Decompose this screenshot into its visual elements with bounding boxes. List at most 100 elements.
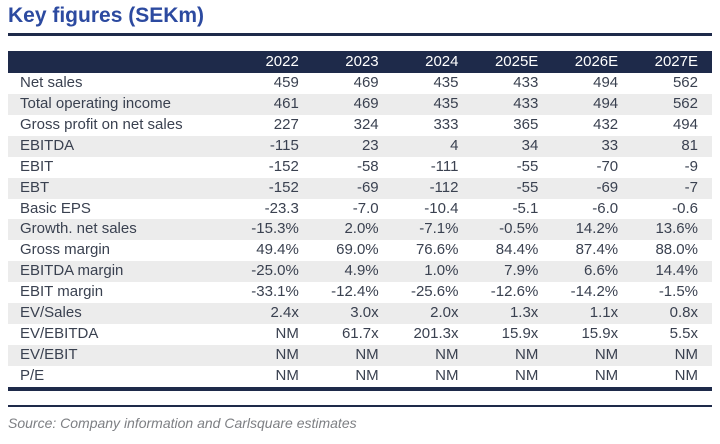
cell-value: 1.0% bbox=[424, 262, 459, 280]
cell-value: 61.7x bbox=[341, 325, 379, 343]
row-label: Gross margin bbox=[20, 241, 111, 259]
table-row: Net sales 459 469 435 433 494 562 bbox=[8, 73, 712, 94]
cell-value: 15.9x bbox=[581, 325, 619, 343]
cell-value: -115 bbox=[269, 136, 299, 154]
cell-value: NM bbox=[355, 345, 379, 363]
cell-value: 7.9% bbox=[504, 262, 539, 280]
cell-value: -15.3% bbox=[251, 220, 299, 238]
cell-value: 435 bbox=[433, 74, 459, 92]
table-row: Gross margin 49.4% 69.0% 76.6% 84.4% 87.4% 88.… bbox=[8, 240, 712, 261]
column-header-2027e: 2027E bbox=[632, 51, 712, 74]
cell-value: 33 bbox=[601, 136, 619, 154]
cell-value: 324 bbox=[353, 115, 379, 133]
cell-value: 227 bbox=[273, 115, 299, 133]
cell-value: NM bbox=[674, 345, 698, 363]
cell-value: 469 bbox=[353, 74, 379, 92]
cell-value: 14.2% bbox=[575, 220, 619, 238]
column-header-2025e: 2025E bbox=[472, 51, 553, 74]
cell-value: -14.2% bbox=[570, 283, 619, 301]
cell-value: 2.0x bbox=[430, 304, 459, 322]
table-row: EV/EBIT NM NM NM NM NM NM bbox=[8, 344, 712, 366]
table-row: EBIT margin -33.1% -12.4% -25.6% -12.6% -14.2… bbox=[8, 282, 712, 303]
table-row: EBIT -152 -58 -111 -55 -70 -9 bbox=[8, 157, 712, 178]
cell-value: NM bbox=[594, 366, 619, 384]
title-underline: Key figures (SEKm) bbox=[8, 0, 712, 37]
row-label: Total operating income bbox=[20, 95, 171, 113]
table-row: EV/EBITDA NM 61.7x 201.3x 15.9x 15.9x 5.5x bbox=[8, 324, 712, 345]
row-label: Growth. net sales bbox=[20, 220, 137, 238]
cell-value: -6.0 bbox=[592, 199, 619, 217]
cell-value: -7.0 bbox=[352, 199, 379, 217]
cell-value: -25.6% bbox=[410, 283, 459, 301]
cell-value: 494 bbox=[593, 74, 619, 92]
cell-value: 494 bbox=[672, 115, 698, 133]
cell-value: 3.0x bbox=[350, 304, 379, 322]
cell-value: 14.4% bbox=[655, 262, 698, 280]
cell-value: -0.6 bbox=[672, 199, 698, 217]
table-row: EBITDA margin -25.0% 4.9% 1.0% 7.9% 6.6% 14.4% bbox=[8, 261, 712, 283]
row-label: EV/EBIT bbox=[20, 345, 78, 363]
table-row: EBITDA -115 23 4 34 33 81 bbox=[8, 135, 712, 157]
cell-value: NM bbox=[275, 325, 299, 343]
cell-value: 435 bbox=[433, 95, 459, 113]
cell-value: 562 bbox=[672, 95, 698, 113]
cell-value: 34 bbox=[521, 136, 539, 154]
cell-value: NM bbox=[594, 345, 619, 363]
cell-value: NM bbox=[355, 366, 379, 384]
column-header-2026e: 2026E bbox=[552, 51, 633, 74]
row-label: EBIT bbox=[20, 157, 54, 175]
row-label: Net sales bbox=[20, 74, 83, 92]
cell-value: NM bbox=[514, 345, 539, 363]
cell-value: NM bbox=[435, 345, 459, 363]
cell-value: -112 bbox=[429, 178, 459, 196]
cell-value: -111 bbox=[430, 157, 459, 175]
cell-value: 1.3x bbox=[509, 304, 539, 322]
column-header-2022: 2022 bbox=[233, 51, 313, 74]
cell-value: 88.0% bbox=[655, 241, 698, 259]
table-row: Growth. net sales -15.3% 2.0% -7.1% -0.5% 14.… bbox=[8, 219, 712, 241]
cell-value: 81 bbox=[681, 136, 698, 154]
row-label: EV/EBITDA bbox=[20, 325, 99, 343]
cell-value: NM bbox=[275, 366, 299, 384]
divider-line bbox=[8, 404, 712, 407]
cell-value: 432 bbox=[593, 115, 619, 133]
cell-value: 459 bbox=[273, 74, 299, 92]
cell-value: -23.3 bbox=[264, 199, 299, 217]
cell-value: -1.5% bbox=[658, 283, 698, 301]
row-label: EV/Sales bbox=[20, 304, 82, 322]
cell-value: 84.4% bbox=[495, 241, 539, 259]
row-label: EBT bbox=[20, 178, 50, 196]
cell-value: 15.9x bbox=[501, 325, 539, 343]
cell-value: 201.3x bbox=[413, 325, 459, 343]
table-body: Net sales 459 469 435 433 494 562 Total operati… bbox=[8, 73, 712, 389]
cell-value: 69.0% bbox=[336, 241, 379, 259]
cell-value: 333 bbox=[433, 115, 459, 133]
table-row: Gross profit on net sales 227 324 333 365 432… bbox=[8, 115, 712, 136]
cell-value: 469 bbox=[353, 95, 379, 113]
cell-value: 1.1x bbox=[589, 304, 619, 322]
cell-value: -0.5% bbox=[499, 220, 539, 238]
cell-value: -12.4% bbox=[331, 283, 379, 301]
key-figures-table: 2022 2023 2024 2025E 2026E 2027E Net sal… bbox=[8, 51, 712, 391]
cell-value: -152 bbox=[268, 157, 299, 175]
cell-value: 76.6% bbox=[415, 241, 459, 259]
cell-value: 87.4% bbox=[575, 241, 619, 259]
cell-value: NM bbox=[514, 366, 539, 384]
cell-value: 461 bbox=[273, 95, 299, 113]
column-header-2024: 2024 bbox=[392, 51, 473, 74]
cell-value: 4.9% bbox=[344, 262, 379, 280]
cell-value: -69 bbox=[596, 178, 619, 196]
row-label: P/E bbox=[20, 366, 45, 384]
cell-value: -25.0% bbox=[251, 262, 299, 280]
column-header-2023: 2023 bbox=[312, 51, 393, 74]
cell-value: 49.4% bbox=[256, 241, 299, 259]
cell-value: -152 bbox=[268, 178, 299, 196]
cell-value: -55 bbox=[516, 157, 539, 175]
cell-value: 23 bbox=[361, 136, 379, 154]
table-row: Total operating income 461 469 435 433 494 562 bbox=[8, 94, 712, 115]
cell-value: 494 bbox=[593, 95, 619, 113]
row-label: EBITDA bbox=[20, 136, 75, 154]
cell-value: -7 bbox=[684, 178, 698, 196]
page-title: Key figures (SEKm) bbox=[8, 4, 205, 27]
